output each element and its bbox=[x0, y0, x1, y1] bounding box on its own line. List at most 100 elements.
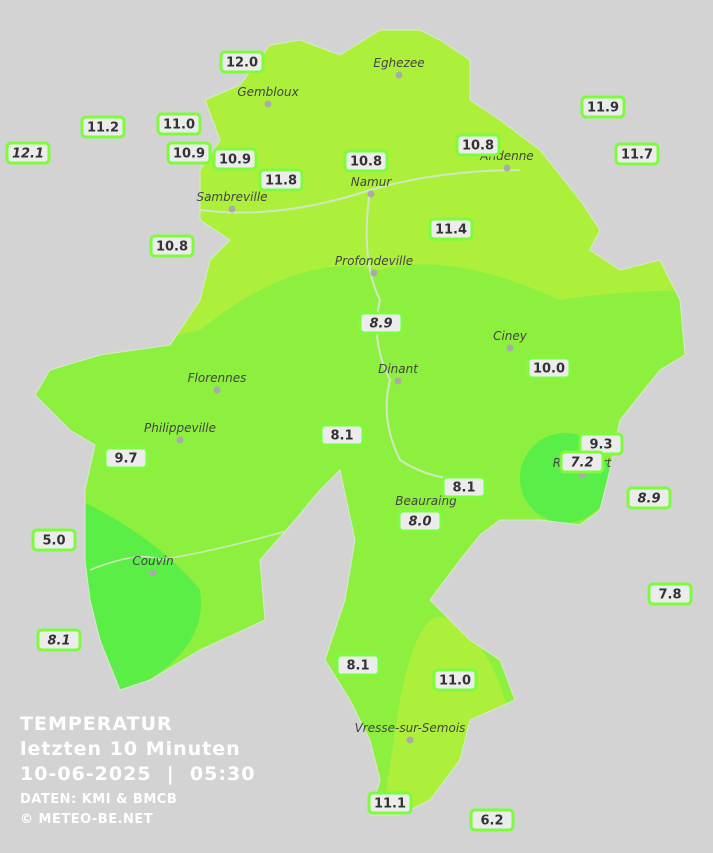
reading-box bbox=[432, 668, 478, 692]
reading-box bbox=[103, 446, 149, 470]
town-label: Gembloux bbox=[237, 85, 299, 99]
reading-box bbox=[149, 234, 195, 258]
reading-value: 10.8 bbox=[462, 139, 494, 154]
reading-value: 8.1 bbox=[47, 634, 70, 649]
town-dot bbox=[394, 377, 402, 385]
reading-value: 11.2 bbox=[87, 121, 119, 136]
reading-value: 7.2 bbox=[570, 456, 593, 471]
town-label: Dinant bbox=[378, 362, 419, 376]
town-dot bbox=[149, 569, 157, 577]
town-dot bbox=[264, 100, 272, 108]
timestamp: 10-06-2025 | 05:30 bbox=[20, 763, 255, 785]
town-label: Beauraing bbox=[395, 494, 457, 508]
readings: 12.0 11.2 11.0 12.1 10.9 10.9 11.8 10.8 10.8 11.9… bbox=[5, 50, 693, 832]
reading-box bbox=[626, 486, 672, 510]
reading: 5.0 bbox=[31, 528, 77, 552]
reading-box bbox=[335, 653, 381, 677]
reading-box bbox=[441, 475, 487, 499]
reading-value: 10.8 bbox=[350, 155, 382, 170]
town-label: Ciney bbox=[493, 329, 528, 343]
reading-value: 11.7 bbox=[621, 148, 653, 163]
reading: 10.0 bbox=[526, 356, 572, 380]
reading: 11.8 bbox=[258, 168, 304, 192]
reading: 11.0 bbox=[156, 112, 202, 136]
reading: 11.4 bbox=[428, 217, 474, 241]
town-dot bbox=[503, 164, 511, 172]
reading-box bbox=[219, 50, 265, 74]
reading-box bbox=[319, 423, 365, 447]
reading-value: 11.0 bbox=[163, 118, 195, 133]
reading: 10.8 bbox=[343, 149, 389, 173]
reading-box bbox=[343, 149, 389, 173]
source: DATEN: KMI & BMCB bbox=[20, 792, 177, 807]
town-dot bbox=[213, 386, 221, 394]
town-dot bbox=[406, 736, 414, 744]
reading-value: 9.3 bbox=[589, 438, 612, 453]
reading: 6.2 bbox=[469, 808, 515, 832]
reading: 8.1 bbox=[441, 475, 487, 499]
town-label: Profondeville bbox=[335, 254, 413, 268]
town-label: Couvin bbox=[132, 554, 173, 568]
reading-value: 8.9 bbox=[369, 317, 392, 332]
province-border bbox=[34, 29, 686, 816]
reading: 8.1 bbox=[36, 628, 82, 652]
reading-value: 12.0 bbox=[226, 56, 258, 71]
title: TEMPERATUR bbox=[20, 713, 173, 735]
reading: 8.0 bbox=[397, 509, 443, 533]
reading: 10.9 bbox=[166, 141, 212, 165]
reading-value: 8.1 bbox=[452, 481, 475, 496]
town-label: Sambreville bbox=[196, 190, 267, 204]
reading: 10.8 bbox=[455, 133, 501, 157]
reading-box bbox=[31, 528, 77, 552]
town-dot bbox=[370, 269, 378, 277]
town-dot bbox=[176, 436, 184, 444]
reading-value: 11.8 bbox=[265, 174, 297, 189]
town-label: Philippeville bbox=[144, 421, 216, 435]
reading: 8.1 bbox=[319, 423, 365, 447]
reading: 11.9 bbox=[580, 95, 626, 119]
reading-value: 11.4 bbox=[435, 223, 467, 238]
town-label: Namur bbox=[351, 175, 393, 189]
reading-box bbox=[367, 791, 413, 815]
reading-value: 11.0 bbox=[439, 674, 471, 689]
reading-box bbox=[80, 115, 126, 139]
reading-box bbox=[358, 311, 404, 335]
reading: 11.2 bbox=[80, 115, 126, 139]
reading: 12.0 bbox=[219, 50, 265, 74]
reading: 7.8 bbox=[647, 582, 693, 606]
reading-value: 5.0 bbox=[42, 534, 65, 549]
reading-value: 12.1 bbox=[12, 147, 44, 162]
reading-box bbox=[559, 450, 605, 474]
reading: 10.8 bbox=[149, 234, 195, 258]
reading-box bbox=[36, 628, 82, 652]
reading-value: 10.9 bbox=[173, 147, 205, 162]
town-dot bbox=[395, 71, 403, 79]
towns: EghezeeGemblouxAndenneNamurSambrevillePr… bbox=[132, 56, 613, 744]
reading-box bbox=[647, 582, 693, 606]
town-dot bbox=[228, 205, 236, 213]
copyright: © METEO-BE.NET bbox=[20, 812, 153, 827]
reading-value: 11.9 bbox=[587, 101, 619, 116]
reading: 7.2 bbox=[559, 450, 605, 474]
reading-value: 8.1 bbox=[330, 429, 353, 444]
reading-box bbox=[614, 142, 660, 166]
reading: 8.9 bbox=[626, 486, 672, 510]
reading-value: 10.9 bbox=[219, 153, 251, 168]
reading-value: 10.8 bbox=[156, 240, 188, 255]
reading-value: 6.2 bbox=[480, 814, 503, 829]
reading-value: 9.7 bbox=[114, 452, 137, 467]
reading-value: 8.9 bbox=[637, 492, 660, 507]
reading: 8.1 bbox=[335, 653, 381, 677]
town-dot bbox=[367, 190, 375, 198]
reading-value: 7.8 bbox=[658, 588, 681, 603]
reading: 11.7 bbox=[614, 142, 660, 166]
reading-value: 8.0 bbox=[408, 515, 431, 530]
reading-box bbox=[428, 217, 474, 241]
reading-value: 8.1 bbox=[346, 659, 369, 674]
reading-box bbox=[397, 509, 443, 533]
reading-box bbox=[455, 133, 501, 157]
town-label: Vresse-sur-Semois bbox=[355, 721, 466, 735]
reading-box bbox=[212, 147, 258, 171]
town-label: Eghezee bbox=[373, 56, 424, 70]
reading-box bbox=[526, 356, 572, 380]
